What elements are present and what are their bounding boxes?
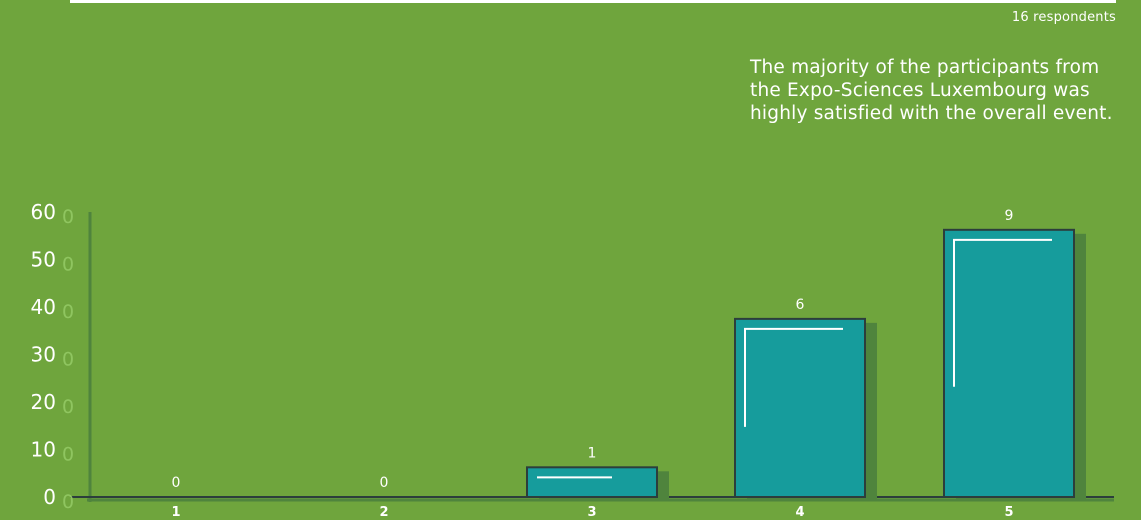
- bar: [526, 466, 658, 498]
- y-tick-label: 30: [31, 343, 56, 367]
- x-tick-label: 2: [379, 505, 388, 520]
- y-tick-label-shadow: 0: [62, 396, 74, 418]
- bar-highlight: [953, 238, 1052, 387]
- bar-data-label: 6: [796, 297, 805, 313]
- bar-highlight: [744, 327, 843, 427]
- y-tick-label-shadow: 0: [62, 444, 74, 466]
- x-tick-label: 3: [587, 505, 596, 520]
- respondents-count: 16 respondents: [1011, 10, 1116, 25]
- y-tick-label: 60: [31, 200, 56, 224]
- x-tick-label: 5: [1004, 505, 1013, 520]
- y-tick-label: 10: [31, 438, 56, 462]
- y-tick-label-shadow: 0: [62, 301, 74, 323]
- bar-data-label: 1: [588, 445, 597, 461]
- bar-data-label: 0: [380, 475, 389, 491]
- summary-note: The majority of the participants from th…: [750, 57, 1113, 124]
- y-tick-label: 0: [43, 485, 56, 509]
- y-tick-label-shadow: 0: [62, 491, 74, 513]
- bar-data-label: 9: [1005, 208, 1014, 224]
- y-tick-label-shadow: 0: [62, 206, 74, 228]
- y-tick-label: 20: [31, 390, 56, 414]
- bar: [943, 228, 1075, 498]
- x-tick-label: 1: [171, 505, 180, 520]
- bar: [734, 317, 866, 498]
- top-rule: [70, 0, 1116, 3]
- bar-data-label: 0: [172, 475, 181, 491]
- y-tick-label-shadow: 0: [62, 254, 74, 276]
- y-tick-label: 40: [31, 295, 56, 319]
- y-tick-label-shadow: 0: [62, 349, 74, 371]
- y-tick-label: 50: [31, 248, 56, 272]
- x-tick-label: 4: [795, 505, 804, 520]
